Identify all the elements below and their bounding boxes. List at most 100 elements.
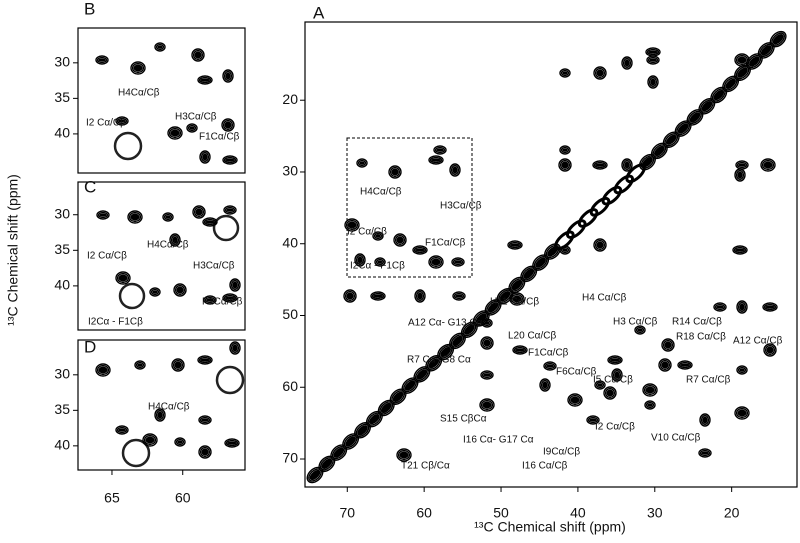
contour [372, 231, 384, 241]
contour [222, 293, 238, 303]
contour [455, 294, 463, 298]
contour [645, 386, 655, 394]
contour [737, 409, 747, 417]
y-tick-label: 40 [54, 125, 70, 141]
contour [554, 230, 575, 251]
contour [200, 358, 210, 362]
contour [464, 324, 475, 335]
contour [645, 47, 661, 57]
contour [739, 368, 745, 372]
contour [374, 257, 386, 267]
annotation: F1Cα/Cβ [202, 297, 243, 308]
contour [95, 363, 111, 377]
annotation: I16 Cα- G17 Cα [463, 435, 534, 446]
contour [480, 336, 494, 350]
y-tick-label: 30 [54, 366, 70, 382]
contour [508, 241, 522, 249]
contour [145, 436, 155, 444]
contour [154, 42, 166, 52]
contour [484, 321, 490, 325]
annotation: H4Cα/Cβ [148, 402, 190, 413]
contour [562, 148, 568, 152]
circle [121, 438, 151, 468]
contour [118, 428, 126, 432]
contour [192, 205, 206, 219]
contour [678, 361, 692, 369]
contour [174, 361, 182, 369]
contour [764, 344, 776, 356]
contour [142, 433, 158, 447]
contour [515, 348, 525, 352]
contour [622, 57, 632, 69]
contour [510, 243, 520, 247]
contour [661, 338, 675, 352]
contour [577, 208, 599, 228]
contour [162, 212, 174, 222]
contour [229, 278, 241, 292]
contour [481, 337, 493, 349]
contour [345, 436, 356, 447]
contour [394, 234, 406, 246]
contour [611, 368, 623, 382]
contour [637, 328, 643, 332]
contour [155, 409, 165, 421]
contour [343, 289, 357, 303]
annotation: S15 CβCα [440, 414, 487, 425]
contour [154, 408, 166, 422]
contour [131, 62, 145, 74]
contour [189, 126, 195, 130]
annotation: I2 Cα/Cβ [87, 251, 127, 262]
contour [662, 339, 674, 351]
y-tick-label: 35 [54, 401, 70, 417]
contour [116, 117, 128, 125]
contour [558, 158, 572, 172]
contour [499, 291, 511, 302]
contour [96, 364, 110, 376]
contour [735, 248, 745, 252]
contour [198, 76, 212, 84]
contour [223, 156, 237, 164]
contour [404, 380, 416, 391]
contour [195, 208, 203, 216]
contour [428, 255, 444, 269]
annotation: R7 Cα/Cβ [686, 375, 731, 386]
contour [163, 213, 173, 221]
contour [570, 396, 580, 404]
annotation: H3Cα/Cβ [175, 112, 217, 123]
contour [115, 425, 129, 435]
contour [542, 381, 548, 389]
y-tick-label: 40 [54, 437, 70, 453]
contour [736, 300, 748, 314]
contour [452, 291, 466, 301]
contour [428, 358, 440, 369]
contour [225, 72, 231, 80]
contour [643, 384, 657, 396]
contour [512, 295, 522, 303]
contour [559, 159, 571, 171]
contour [344, 290, 356, 302]
contour [393, 233, 407, 247]
y-tick-label: 30 [282, 163, 298, 179]
contour [734, 53, 750, 67]
contour [604, 387, 616, 399]
contour [346, 292, 354, 300]
contour [589, 196, 611, 217]
contour [170, 129, 180, 137]
contour [392, 391, 404, 402]
annotation: H3 Cα/Cβ [613, 317, 658, 328]
contour [198, 415, 212, 425]
y-axis-label: ¹³C Chemical shift (ppm) [5, 174, 21, 326]
contour [96, 56, 108, 64]
y-tick-label: 20 [282, 91, 298, 107]
contour [433, 145, 447, 155]
contour [650, 78, 656, 86]
contour [546, 364, 554, 368]
contour [543, 361, 557, 371]
contour [415, 290, 425, 302]
y-tick-label: 30 [54, 205, 70, 221]
contour [608, 356, 622, 364]
contour [130, 213, 140, 221]
contour [621, 158, 633, 172]
contour [734, 406, 750, 420]
contour [223, 205, 237, 215]
